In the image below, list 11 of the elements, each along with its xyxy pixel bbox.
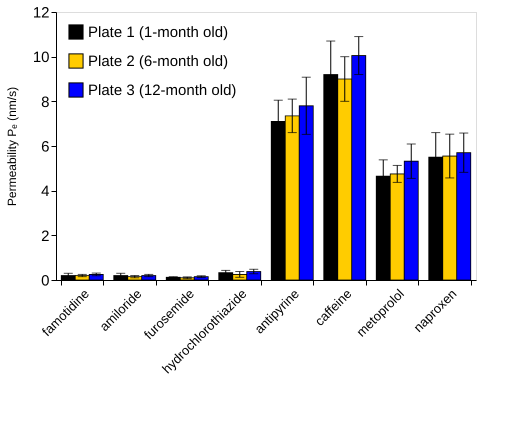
y-tick-label: 2 (41, 228, 50, 245)
y-tick-label: 8 (41, 94, 50, 111)
y-tick-label: 10 (32, 49, 50, 66)
y-tick-label: 4 (41, 183, 50, 200)
legend-label: Plate 2 (6-month old) (88, 53, 228, 70)
legend-label: Plate 3 (12-month old) (88, 82, 236, 99)
y-axis-title: Permeability Pₑ (nm/s) (4, 86, 19, 206)
y-tick-label: 0 (41, 272, 50, 290)
y-tick-label: 6 (41, 138, 50, 156)
legend-label: Plate 1 (1-month old) (88, 24, 228, 41)
y-tick-label: 12 (32, 4, 50, 22)
